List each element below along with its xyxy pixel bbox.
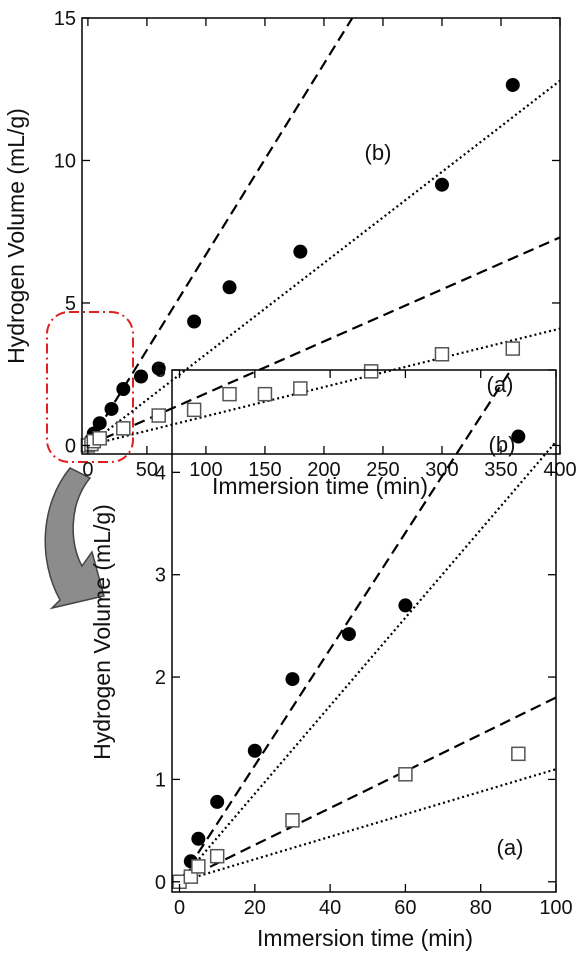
data-point — [151, 361, 166, 376]
x-tick-label: 100 — [539, 897, 572, 919]
zoom-region — [46, 311, 134, 463]
x-tick-label: 60 — [394, 897, 416, 919]
fit-line — [179, 768, 556, 883]
data-point — [293, 381, 308, 396]
data-point — [134, 369, 149, 384]
annotation: (b) — [489, 432, 516, 457]
y-tick-label: 0 — [65, 435, 76, 457]
annotation: (a) — [487, 372, 514, 397]
zoom-arrow — [44, 467, 105, 610]
data-point — [285, 672, 300, 687]
y-tick-label: 1 — [155, 769, 166, 791]
x-tick-label: 80 — [470, 897, 492, 919]
data-point — [209, 848, 225, 864]
x-tick-label: 0 — [82, 459, 93, 481]
data-point — [92, 431, 107, 446]
data-point — [191, 831, 206, 846]
data-point — [151, 408, 166, 423]
x-axis-label: Immersion time (min) — [212, 473, 428, 499]
data-point — [104, 401, 119, 416]
data-point — [191, 859, 206, 874]
plot-area — [86, 18, 560, 447]
fit-line — [179, 696, 556, 883]
plot-area — [178, 370, 556, 883]
annotation: (b) — [365, 140, 392, 165]
data-point — [434, 347, 450, 362]
x-axis-label: Immersion time (min) — [257, 925, 473, 951]
x-tick-label: 100 — [189, 459, 222, 481]
data-point — [505, 77, 520, 92]
data-point — [398, 767, 413, 782]
data-point — [341, 627, 356, 642]
x-tick-label: 50 — [136, 459, 158, 481]
data-point — [116, 421, 131, 436]
y-axis-label: Hydrogen Volume (mL/g) — [3, 108, 29, 364]
data-point — [434, 177, 449, 192]
data-point — [92, 416, 107, 431]
y-tick-label: 10 — [54, 150, 76, 172]
plot-frame — [171, 369, 557, 893]
data-point — [257, 386, 273, 402]
x-tick-label: 350 — [484, 459, 517, 481]
y-tick-label: 2 — [155, 667, 166, 689]
fit-line — [87, 236, 560, 447]
y-tick-label: 4 — [155, 462, 166, 484]
data-point — [285, 813, 300, 828]
data-point — [505, 341, 521, 356]
fit-line — [178, 370, 512, 883]
data-point — [511, 429, 526, 444]
data-point — [210, 794, 225, 809]
data-point — [293, 244, 308, 259]
y-tick-label: 0 — [155, 872, 166, 894]
y-axis-label: Hydrogen Volume (mL/g) — [89, 504, 115, 760]
data-point — [187, 314, 202, 329]
data-point — [222, 280, 237, 295]
x-tick-label: 400 — [543, 459, 576, 481]
fit-line — [178, 440, 556, 883]
x-tick-label: 40 — [319, 897, 341, 919]
data-point — [247, 743, 262, 758]
x-tick-label: 250 — [366, 459, 399, 481]
data-point — [398, 598, 413, 613]
data-point — [511, 746, 526, 762]
fit-line — [86, 18, 354, 447]
data-point — [363, 364, 379, 379]
x-tick-label: 20 — [244, 897, 266, 919]
annotation: (a) — [497, 835, 524, 860]
fit-line — [87, 327, 560, 447]
y-tick-label: 3 — [155, 565, 166, 587]
data-point — [222, 386, 237, 402]
y-tick-label: 5 — [65, 293, 76, 315]
y-tick-label: 5 — [155, 360, 166, 382]
data-point — [116, 382, 131, 397]
plot-frame — [81, 17, 561, 455]
data-point — [186, 402, 202, 418]
y-tick-label: 15 — [54, 8, 76, 30]
x-tick-label: 0 — [174, 897, 185, 919]
x-tick-label: 200 — [307, 459, 340, 481]
x-tick-label: 150 — [248, 459, 281, 481]
